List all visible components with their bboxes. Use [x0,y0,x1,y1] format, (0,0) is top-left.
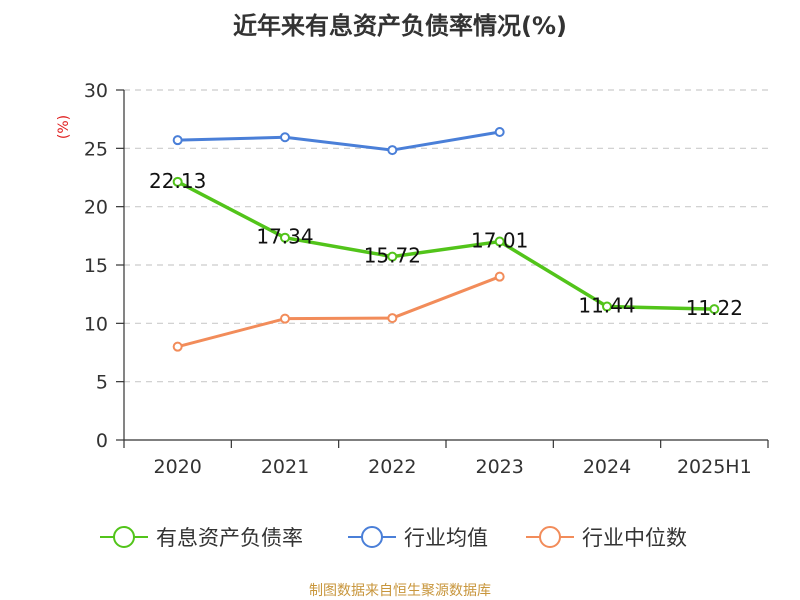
x-tick-label: 2022 [368,456,416,478]
legend-swatch-marker [361,526,383,548]
data-point [602,301,612,312]
data-label: 11.22 [686,296,743,320]
data-point [494,127,505,137]
y-tick-label: 10 [84,313,108,335]
source-note: 制图数据来自恒生聚源数据库 [309,583,491,599]
data-label: 17.34 [256,225,313,249]
grid-lines [124,89,768,383]
legend-label: 行业中位数 [582,526,687,550]
data-label: 22.13 [149,169,206,193]
data-label: 11.44 [578,294,635,318]
legend-swatch-marker [539,526,561,548]
data-point [280,132,290,143]
series-lines [172,127,720,352]
chart-title: 近年来有息资产负债率情况(%) [233,12,567,40]
data-label: 15.72 [364,244,421,268]
series-line [176,180,715,311]
y-tick-label: 25 [84,138,108,160]
data-point [709,304,720,315]
data-point [387,251,398,262]
x-tick-label: 2024 [583,456,631,478]
y-tick-label: 5 [96,372,108,394]
data-point [172,135,183,146]
y-tick-label: 30 [84,80,108,102]
data-labels: 22.13 17.34 15.72 17.01 11.44 11.22 [149,169,743,320]
y-tick-label: 20 [84,197,108,219]
data-point [494,271,505,282]
data-point [172,341,183,352]
data-point [387,313,398,324]
legend: 有息资产负债率 行业均值 行业中位数 [100,526,687,550]
axes: 0 5 10 15 20 25 30 (%) 2020 2021 2022 2023 2024 2025H… [56,80,769,478]
legend-swatch-marker [113,526,135,548]
data-point [494,236,505,247]
data-point [172,176,183,187]
data-point [280,232,290,243]
x-tick-label: 2021 [261,456,309,478]
y-tick-label: 15 [84,255,108,277]
series-line [177,130,500,152]
data-point [280,313,290,324]
x-tick-label: 2020 [153,456,201,478]
series-line [177,275,501,349]
legend-label: 行业均值 [404,526,488,550]
legend-label: 有息资产负债率 [156,526,303,550]
x-tick-label: 2025H1 [677,456,752,478]
data-label: 17.01 [471,229,528,253]
data-point [387,145,398,156]
x-tick-label: 2023 [475,456,523,478]
y-tick-label: 0 [96,430,108,452]
y-axis-unit: (%) [56,115,72,139]
